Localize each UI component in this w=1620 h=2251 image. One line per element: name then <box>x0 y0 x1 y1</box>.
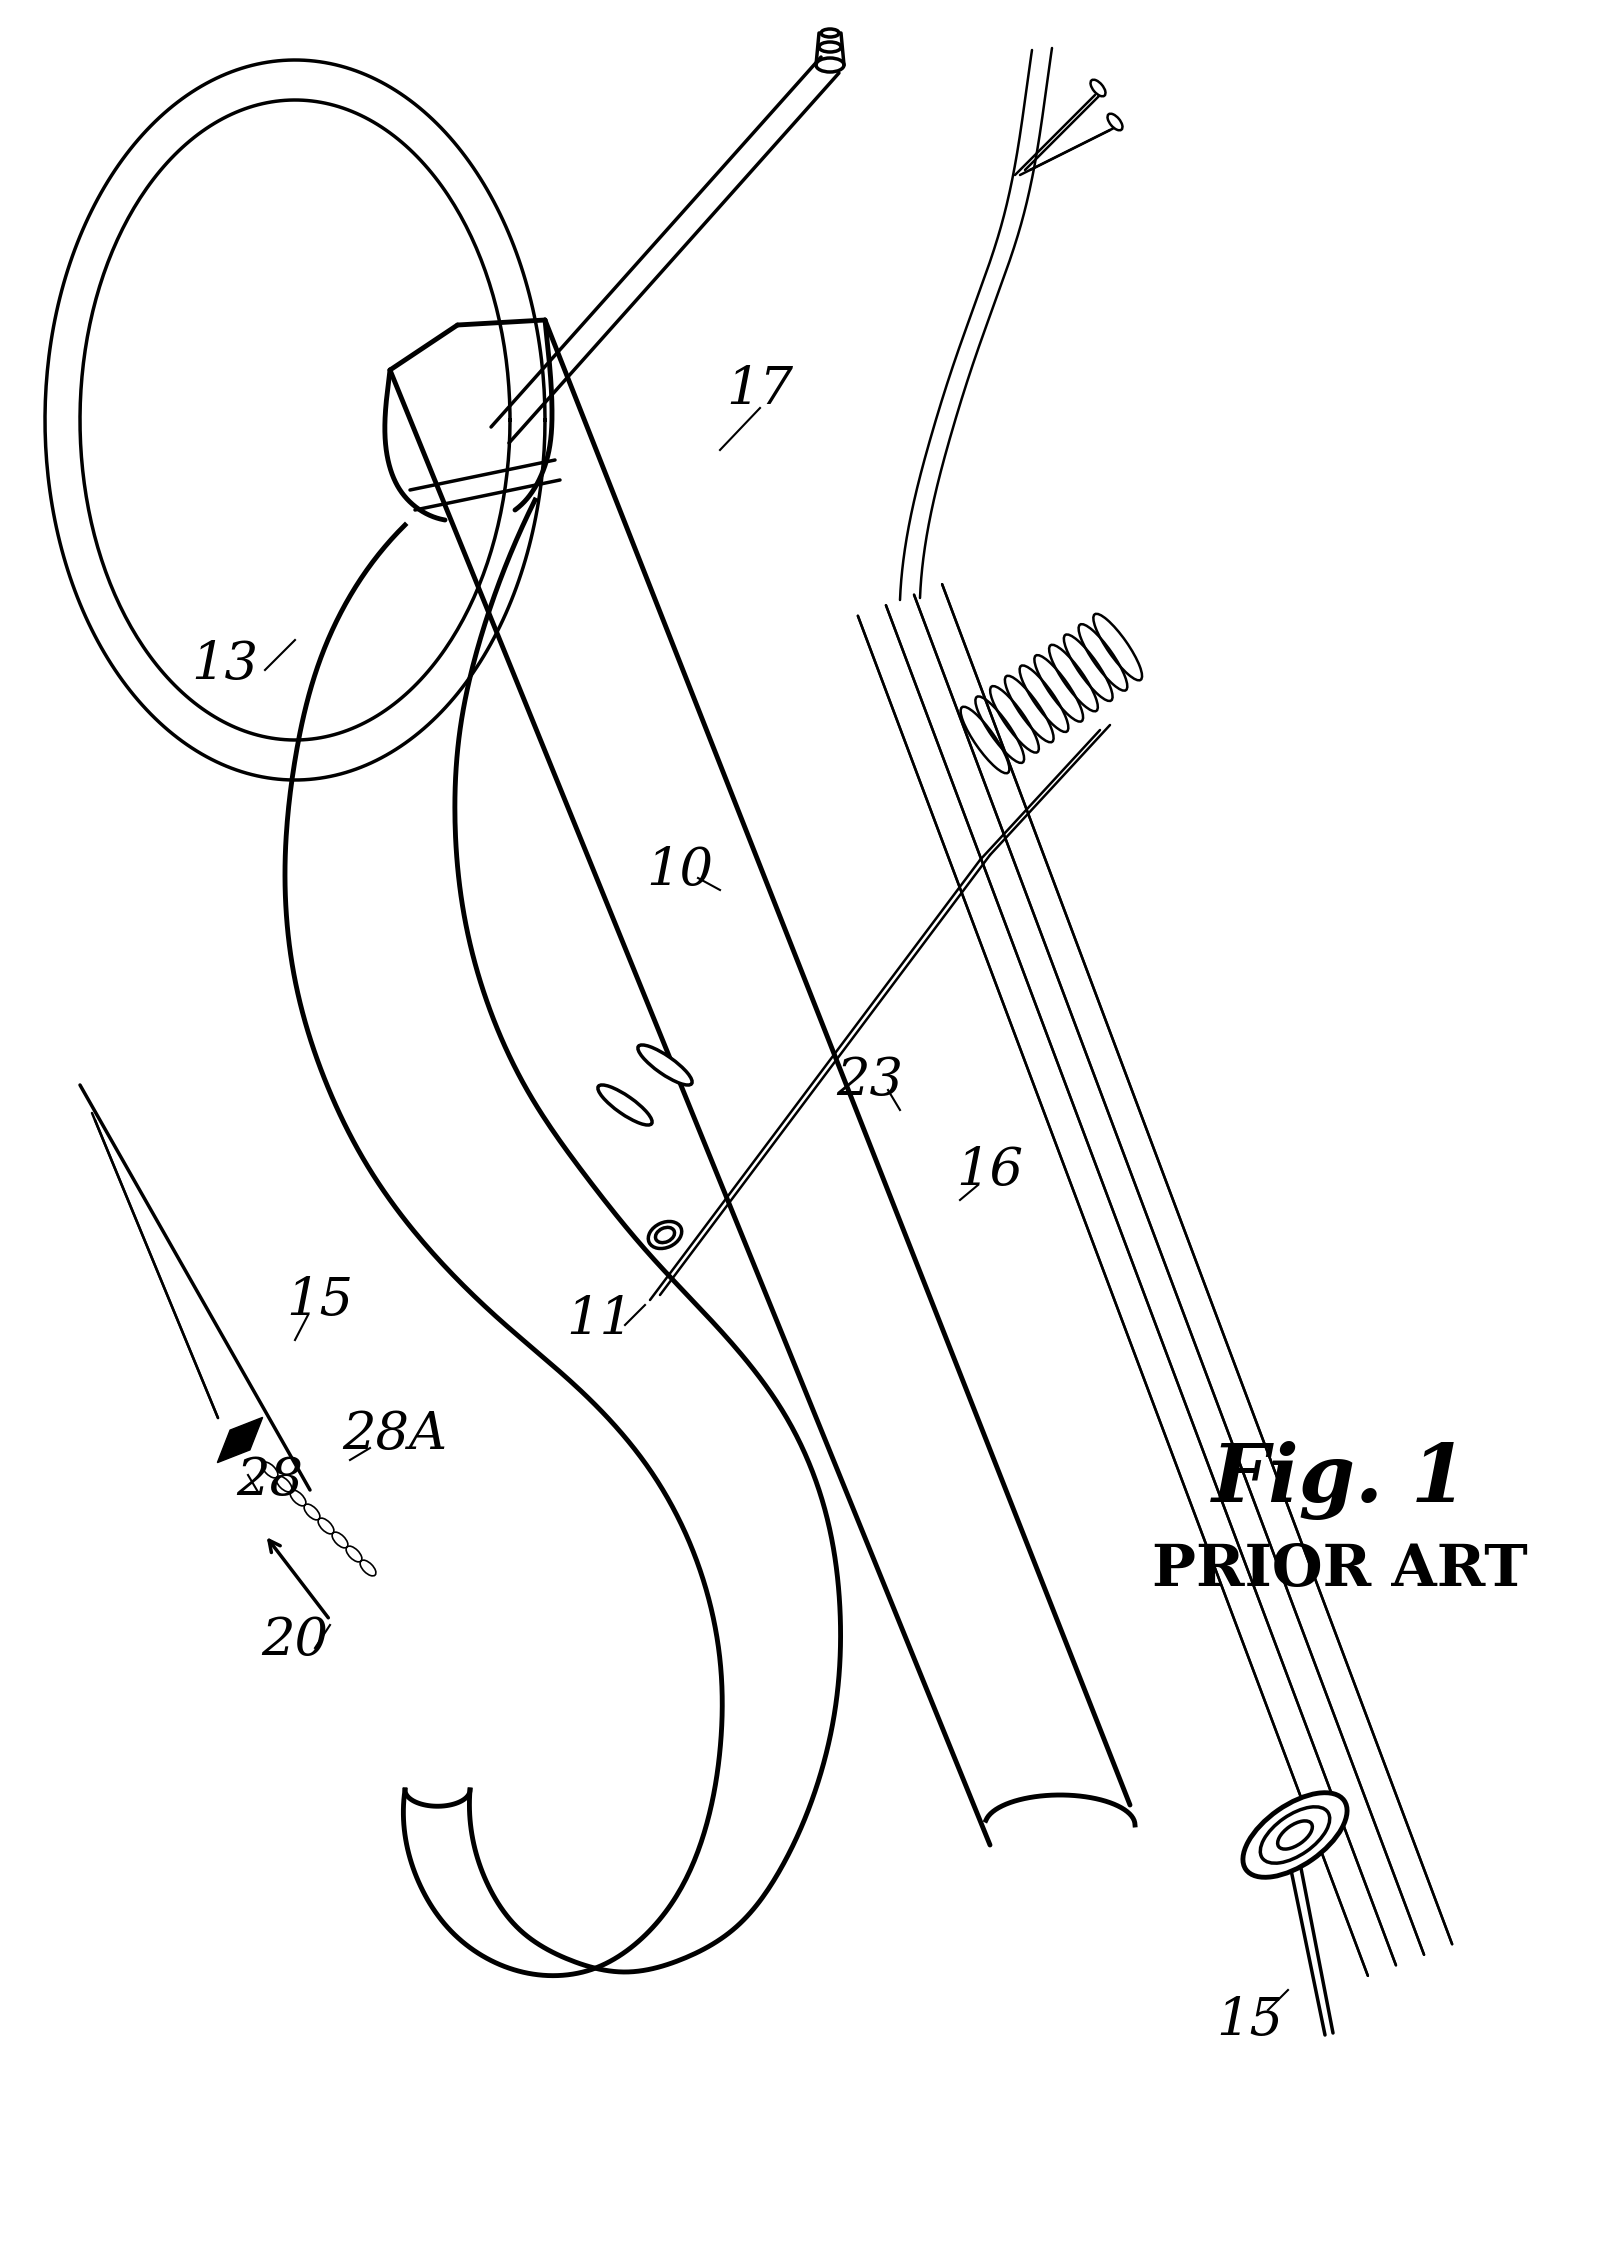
Text: 20: 20 <box>261 1614 329 1666</box>
Ellipse shape <box>638 1044 692 1085</box>
Ellipse shape <box>598 1085 653 1126</box>
Polygon shape <box>285 500 841 1976</box>
Ellipse shape <box>648 1222 682 1249</box>
Ellipse shape <box>656 1227 674 1243</box>
Text: Fig. 1: Fig. 1 <box>1212 1441 1468 1519</box>
Ellipse shape <box>1090 79 1105 97</box>
Text: 16: 16 <box>956 1144 1024 1195</box>
Text: 13: 13 <box>191 639 259 691</box>
Text: 28A: 28A <box>342 1409 447 1461</box>
Ellipse shape <box>1108 115 1123 131</box>
Polygon shape <box>859 585 1452 1976</box>
Ellipse shape <box>1243 1792 1348 1877</box>
Ellipse shape <box>1278 1821 1312 1848</box>
Ellipse shape <box>821 29 839 36</box>
Text: 17: 17 <box>726 365 794 416</box>
Text: 15: 15 <box>1217 1994 1283 2046</box>
Text: 15: 15 <box>287 1274 353 1326</box>
Polygon shape <box>217 1418 262 1463</box>
Ellipse shape <box>1260 1808 1330 1864</box>
Text: 28: 28 <box>237 1454 303 1506</box>
Text: 23: 23 <box>836 1053 904 1105</box>
Text: 10: 10 <box>646 844 713 896</box>
Ellipse shape <box>820 43 841 52</box>
Polygon shape <box>491 56 839 443</box>
Text: 11: 11 <box>567 1294 633 1346</box>
Ellipse shape <box>816 59 844 72</box>
Polygon shape <box>390 320 1132 1855</box>
Polygon shape <box>45 61 544 781</box>
Text: PRIOR ART: PRIOR ART <box>1152 1542 1528 1598</box>
